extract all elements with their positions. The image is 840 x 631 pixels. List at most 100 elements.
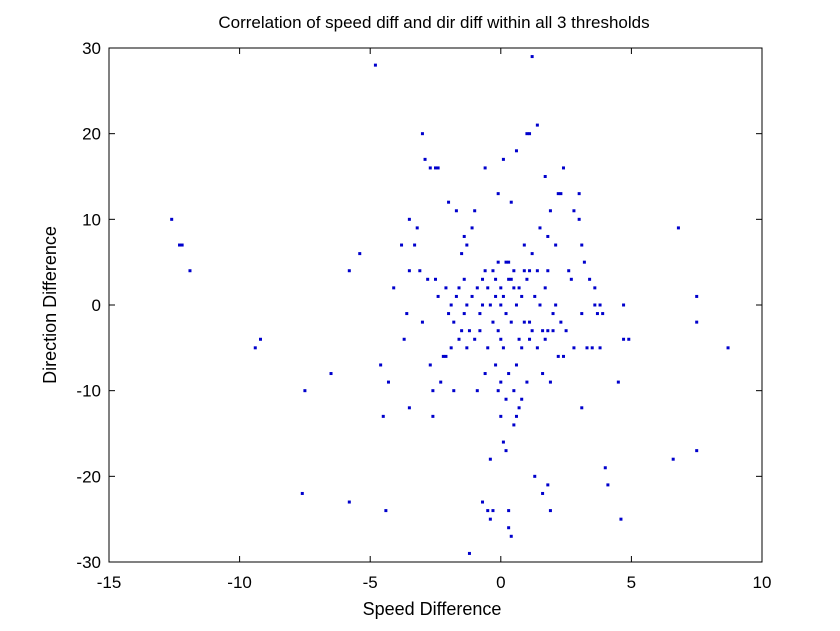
- scatter-point: [509, 534, 513, 538]
- scatter-point: [595, 312, 599, 316]
- scatter-point: [447, 312, 451, 316]
- scatter-point: [520, 294, 524, 298]
- scatter-point: [528, 132, 532, 136]
- scatter-point: [695, 449, 699, 453]
- scatter-point: [347, 500, 351, 504]
- scatter-point: [449, 346, 453, 350]
- scatter-point: [486, 509, 490, 513]
- scatter-point: [512, 389, 516, 393]
- scatter-point: [441, 354, 445, 358]
- scatter-point: [598, 346, 602, 350]
- scatter-point: [601, 312, 605, 316]
- scatter-point: [588, 277, 592, 281]
- scatter-point: [431, 389, 435, 393]
- scatter-point: [486, 346, 490, 350]
- scatter-point: [590, 346, 594, 350]
- scatter-point: [496, 389, 500, 393]
- scatter-point: [481, 500, 485, 504]
- scatter-point: [530, 55, 534, 59]
- scatter-point: [533, 474, 537, 478]
- scatter-point: [428, 363, 432, 367]
- scatter-point: [559, 192, 563, 196]
- scatter-point: [467, 329, 471, 333]
- scatter-point: [546, 483, 550, 487]
- scatter-point: [420, 320, 424, 324]
- scatter-point: [554, 303, 558, 307]
- scatter-point: [535, 123, 539, 127]
- scatter-point: [543, 286, 547, 290]
- scatter-point: [577, 192, 581, 196]
- y-tick-label: -10: [76, 382, 101, 401]
- scatter-point: [514, 303, 518, 307]
- scatter-point: [486, 286, 490, 290]
- scatter-point: [180, 243, 184, 247]
- scatter-point: [494, 363, 498, 367]
- scatter-point: [548, 380, 552, 384]
- scatter-point: [499, 303, 503, 307]
- scatter-point: [546, 269, 550, 273]
- scatter-point: [402, 337, 406, 341]
- scatter-point: [501, 440, 505, 444]
- scatter-point: [457, 337, 461, 341]
- scatter-point: [481, 303, 485, 307]
- scatter-point: [517, 406, 521, 410]
- scatter-point: [551, 329, 555, 333]
- scatter-point: [475, 389, 479, 393]
- scatter-point: [452, 389, 456, 393]
- scatter-point: [509, 320, 513, 324]
- scatter-point: [499, 337, 503, 341]
- scatter-point: [434, 277, 437, 281]
- scatter-point: [465, 243, 469, 247]
- scatter-point: [538, 226, 542, 230]
- scatter-point: [619, 517, 623, 521]
- scatter-point: [449, 303, 453, 307]
- scatter-point: [494, 277, 498, 281]
- scatter-point: [530, 329, 534, 333]
- scatter-point: [488, 303, 492, 307]
- scatter-point: [347, 269, 351, 273]
- scatter-point: [525, 132, 529, 136]
- scatter-point: [582, 260, 586, 264]
- scatter-point: [543, 337, 547, 341]
- scatter-point: [473, 337, 477, 341]
- scatter-point: [525, 380, 529, 384]
- scatter-point: [478, 329, 482, 333]
- scatter-point: [470, 226, 474, 230]
- scatter-point: [528, 320, 532, 324]
- scatter-point: [507, 526, 511, 530]
- scatter-point: [488, 517, 492, 521]
- scatter-point: [535, 269, 539, 273]
- scatter-point: [501, 346, 505, 350]
- scatter-point: [258, 337, 262, 341]
- y-tick-label: -30: [76, 553, 101, 572]
- scatter-point: [522, 243, 526, 247]
- scatter-point: [507, 509, 511, 513]
- scatter-point: [496, 260, 500, 264]
- y-tick-label: 0: [92, 296, 101, 315]
- scatter-point: [454, 209, 458, 213]
- scatter-point: [452, 320, 456, 324]
- scatter-point: [541, 329, 545, 333]
- scatter-point: [379, 363, 383, 367]
- scatter-point: [528, 269, 532, 273]
- scatter-point: [564, 329, 568, 333]
- scatter-point: [481, 277, 485, 281]
- y-tick-label: -20: [76, 467, 101, 486]
- scatter-point: [483, 372, 487, 376]
- scatter-point: [695, 294, 699, 298]
- scatter-point: [504, 260, 508, 264]
- scatter-point: [491, 509, 495, 513]
- scatter-point: [178, 243, 182, 247]
- scatter-point: [556, 354, 560, 358]
- scatter-point: [695, 320, 699, 324]
- scatter-point: [622, 337, 626, 341]
- chart-title: Correlation of speed diff and dir diff w…: [218, 13, 649, 32]
- scatter-point: [467, 551, 471, 555]
- scatter-point: [407, 217, 411, 221]
- scatter-point: [400, 243, 404, 247]
- scatter-point: [392, 286, 396, 290]
- scatter-point: [358, 252, 362, 256]
- scatter-point: [439, 380, 443, 384]
